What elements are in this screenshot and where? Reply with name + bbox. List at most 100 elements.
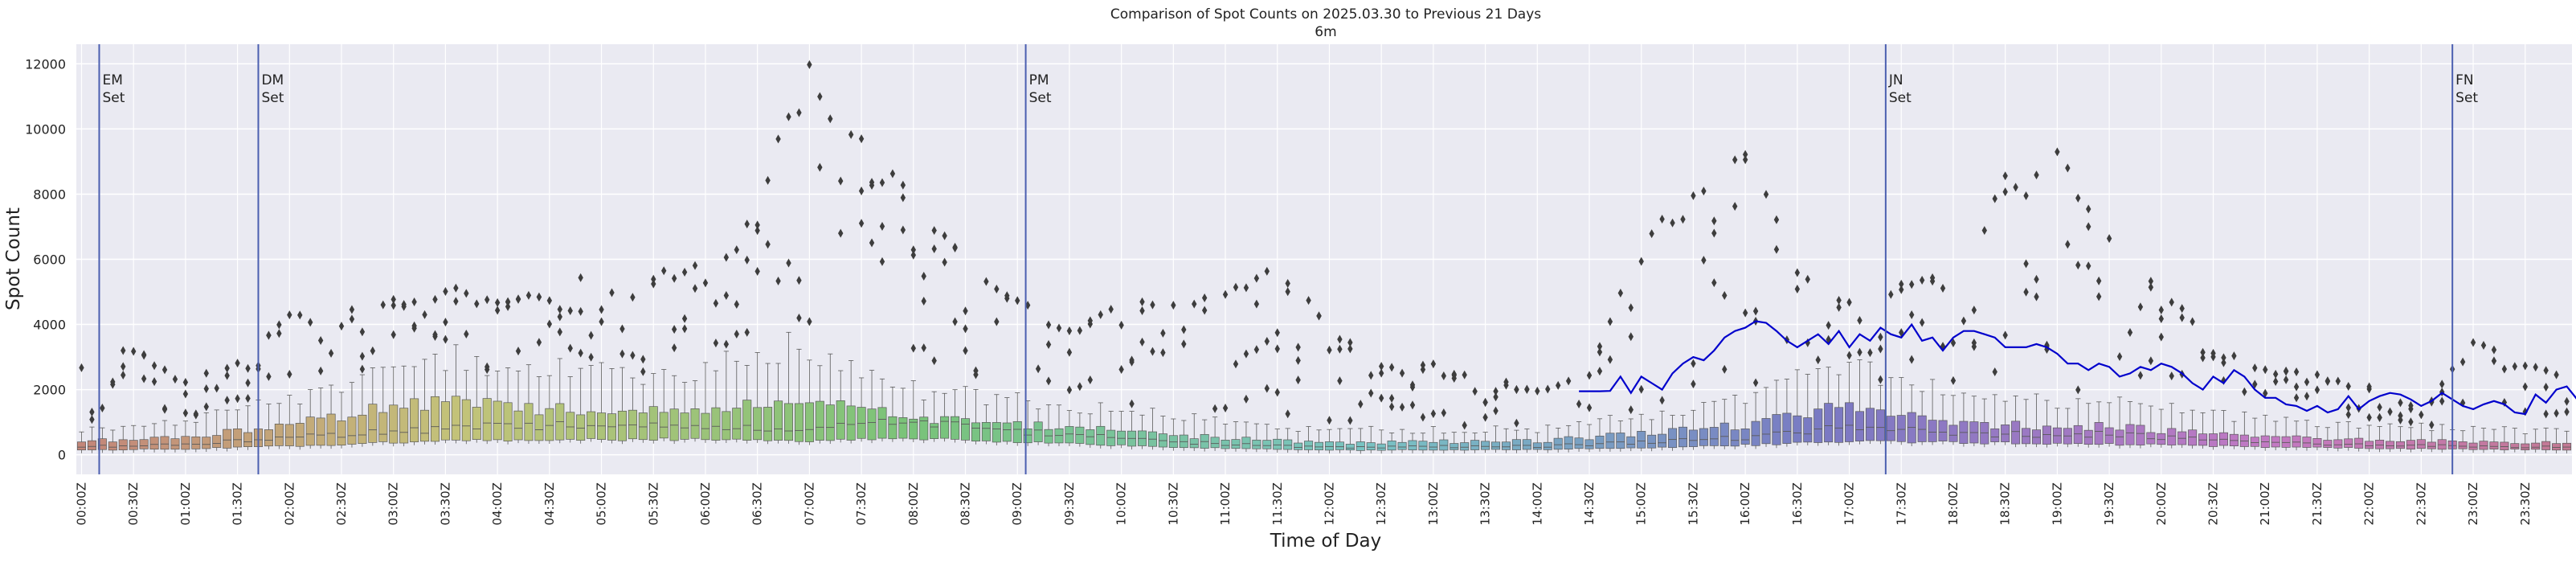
box-item (836, 370, 845, 443)
x-axis: 00:00Z 00:30Z 01:00Z 01:30Z 02:00Z 02:30Z 03:0… (74, 482, 2532, 526)
box-item (295, 404, 305, 450)
outlier-point (879, 256, 885, 266)
outlier-point (1586, 371, 1593, 380)
box-item (1366, 425, 1376, 453)
outlier-point (2459, 357, 2466, 367)
outlier-point (1139, 337, 1145, 347)
outlier-point (723, 252, 730, 262)
outlier-point (1878, 344, 1883, 354)
outlier-point (276, 329, 282, 338)
outlier-point (1285, 287, 1290, 297)
box-item (1387, 432, 1396, 453)
outlier-point (900, 180, 906, 190)
box-item (992, 394, 1001, 445)
outlier-point (2522, 382, 2528, 392)
x-tick-label: 23:30Z (2518, 482, 2533, 526)
outlier-point (734, 300, 739, 310)
outlier-point (2533, 363, 2538, 372)
box-body (97, 438, 107, 450)
outlier-point (349, 305, 355, 314)
outlier-point (671, 325, 677, 334)
box-body (2395, 441, 2405, 449)
box-body (420, 409, 430, 442)
box-item (1772, 379, 1781, 449)
box-item (482, 375, 492, 445)
box-body (1990, 428, 2000, 442)
x-tick-label: 11:00Z (1218, 482, 1233, 526)
outlier-point (224, 363, 230, 373)
outlier-point (297, 310, 303, 320)
x-tick-label: 04:00Z (490, 482, 505, 526)
box-body (233, 429, 243, 448)
box-body (2001, 425, 2010, 442)
box-body (1273, 438, 1282, 450)
box-body (2136, 425, 2145, 445)
box-item (1294, 431, 1303, 453)
outlier-point (702, 278, 709, 288)
box-body (971, 422, 980, 442)
outlier-point (1691, 359, 1696, 368)
outlier-point (2065, 163, 2071, 173)
box-item (461, 370, 471, 445)
box-body (1854, 411, 1865, 441)
outlier-point (2158, 314, 2165, 323)
outlier-point (1285, 409, 1290, 419)
box-body (399, 408, 409, 444)
box-item (732, 360, 742, 443)
box-item (1928, 379, 1937, 445)
box-item (2510, 428, 2520, 453)
outlier-point (2314, 385, 2320, 395)
annotation-lines: EM Set DM Set PM Set JN Set FN Set (98, 44, 2478, 474)
outlier-point (931, 356, 937, 366)
x-tick-label: 08:30Z (959, 482, 973, 526)
outlier-point (1077, 326, 1083, 335)
outlier-point (1181, 325, 1187, 334)
outlier-point (2169, 297, 2174, 307)
box-item (1179, 420, 1188, 451)
box-body (2416, 439, 2426, 449)
box-body (191, 436, 201, 449)
box-body (2104, 427, 2114, 444)
box-body (2365, 441, 2374, 449)
outlier-point (661, 266, 667, 276)
box-body (440, 401, 450, 441)
outlier-point (1409, 400, 1416, 410)
outlier-point (2002, 187, 2008, 197)
box-body (2031, 429, 2042, 445)
outlier-point (848, 129, 854, 139)
outlier-point (2263, 365, 2268, 375)
outlier-point (1950, 338, 1957, 348)
box-body (1658, 433, 1667, 448)
outlier-point (2398, 411, 2403, 420)
x-tick-label: 14:00Z (1530, 482, 1544, 526)
box-item (1210, 416, 1220, 451)
outlier-point (505, 297, 511, 306)
outlier-point (359, 351, 366, 361)
outlier-point (2387, 407, 2393, 416)
box-body (930, 423, 939, 439)
line-series (1579, 320, 2576, 416)
box-item (399, 365, 409, 447)
x-tick-label: 08:00Z (906, 482, 921, 526)
box-item (2302, 420, 2312, 451)
outlier-point (1846, 351, 1852, 360)
box-body (617, 410, 627, 441)
box-item (420, 359, 430, 445)
outlier-point (2398, 398, 2403, 408)
outlier-point (963, 306, 968, 316)
outlier-point (1035, 364, 1041, 374)
outlier-point (994, 317, 1000, 326)
box-item (1397, 429, 1407, 453)
outlier-point (2377, 412, 2382, 422)
box-item (2198, 412, 2208, 449)
box-item (337, 392, 346, 449)
outlier-point (2023, 259, 2029, 269)
outlier-point (1794, 285, 1801, 294)
outlier-point (1981, 226, 1987, 236)
outlier-point (1243, 283, 1249, 293)
outlier-point (2491, 345, 2497, 355)
box-body (898, 417, 908, 439)
y-axis: 0 2000 4000 6000 8000 10000 12000 (25, 56, 66, 462)
box-item (1012, 392, 1022, 446)
outlier-point (1045, 339, 1052, 349)
